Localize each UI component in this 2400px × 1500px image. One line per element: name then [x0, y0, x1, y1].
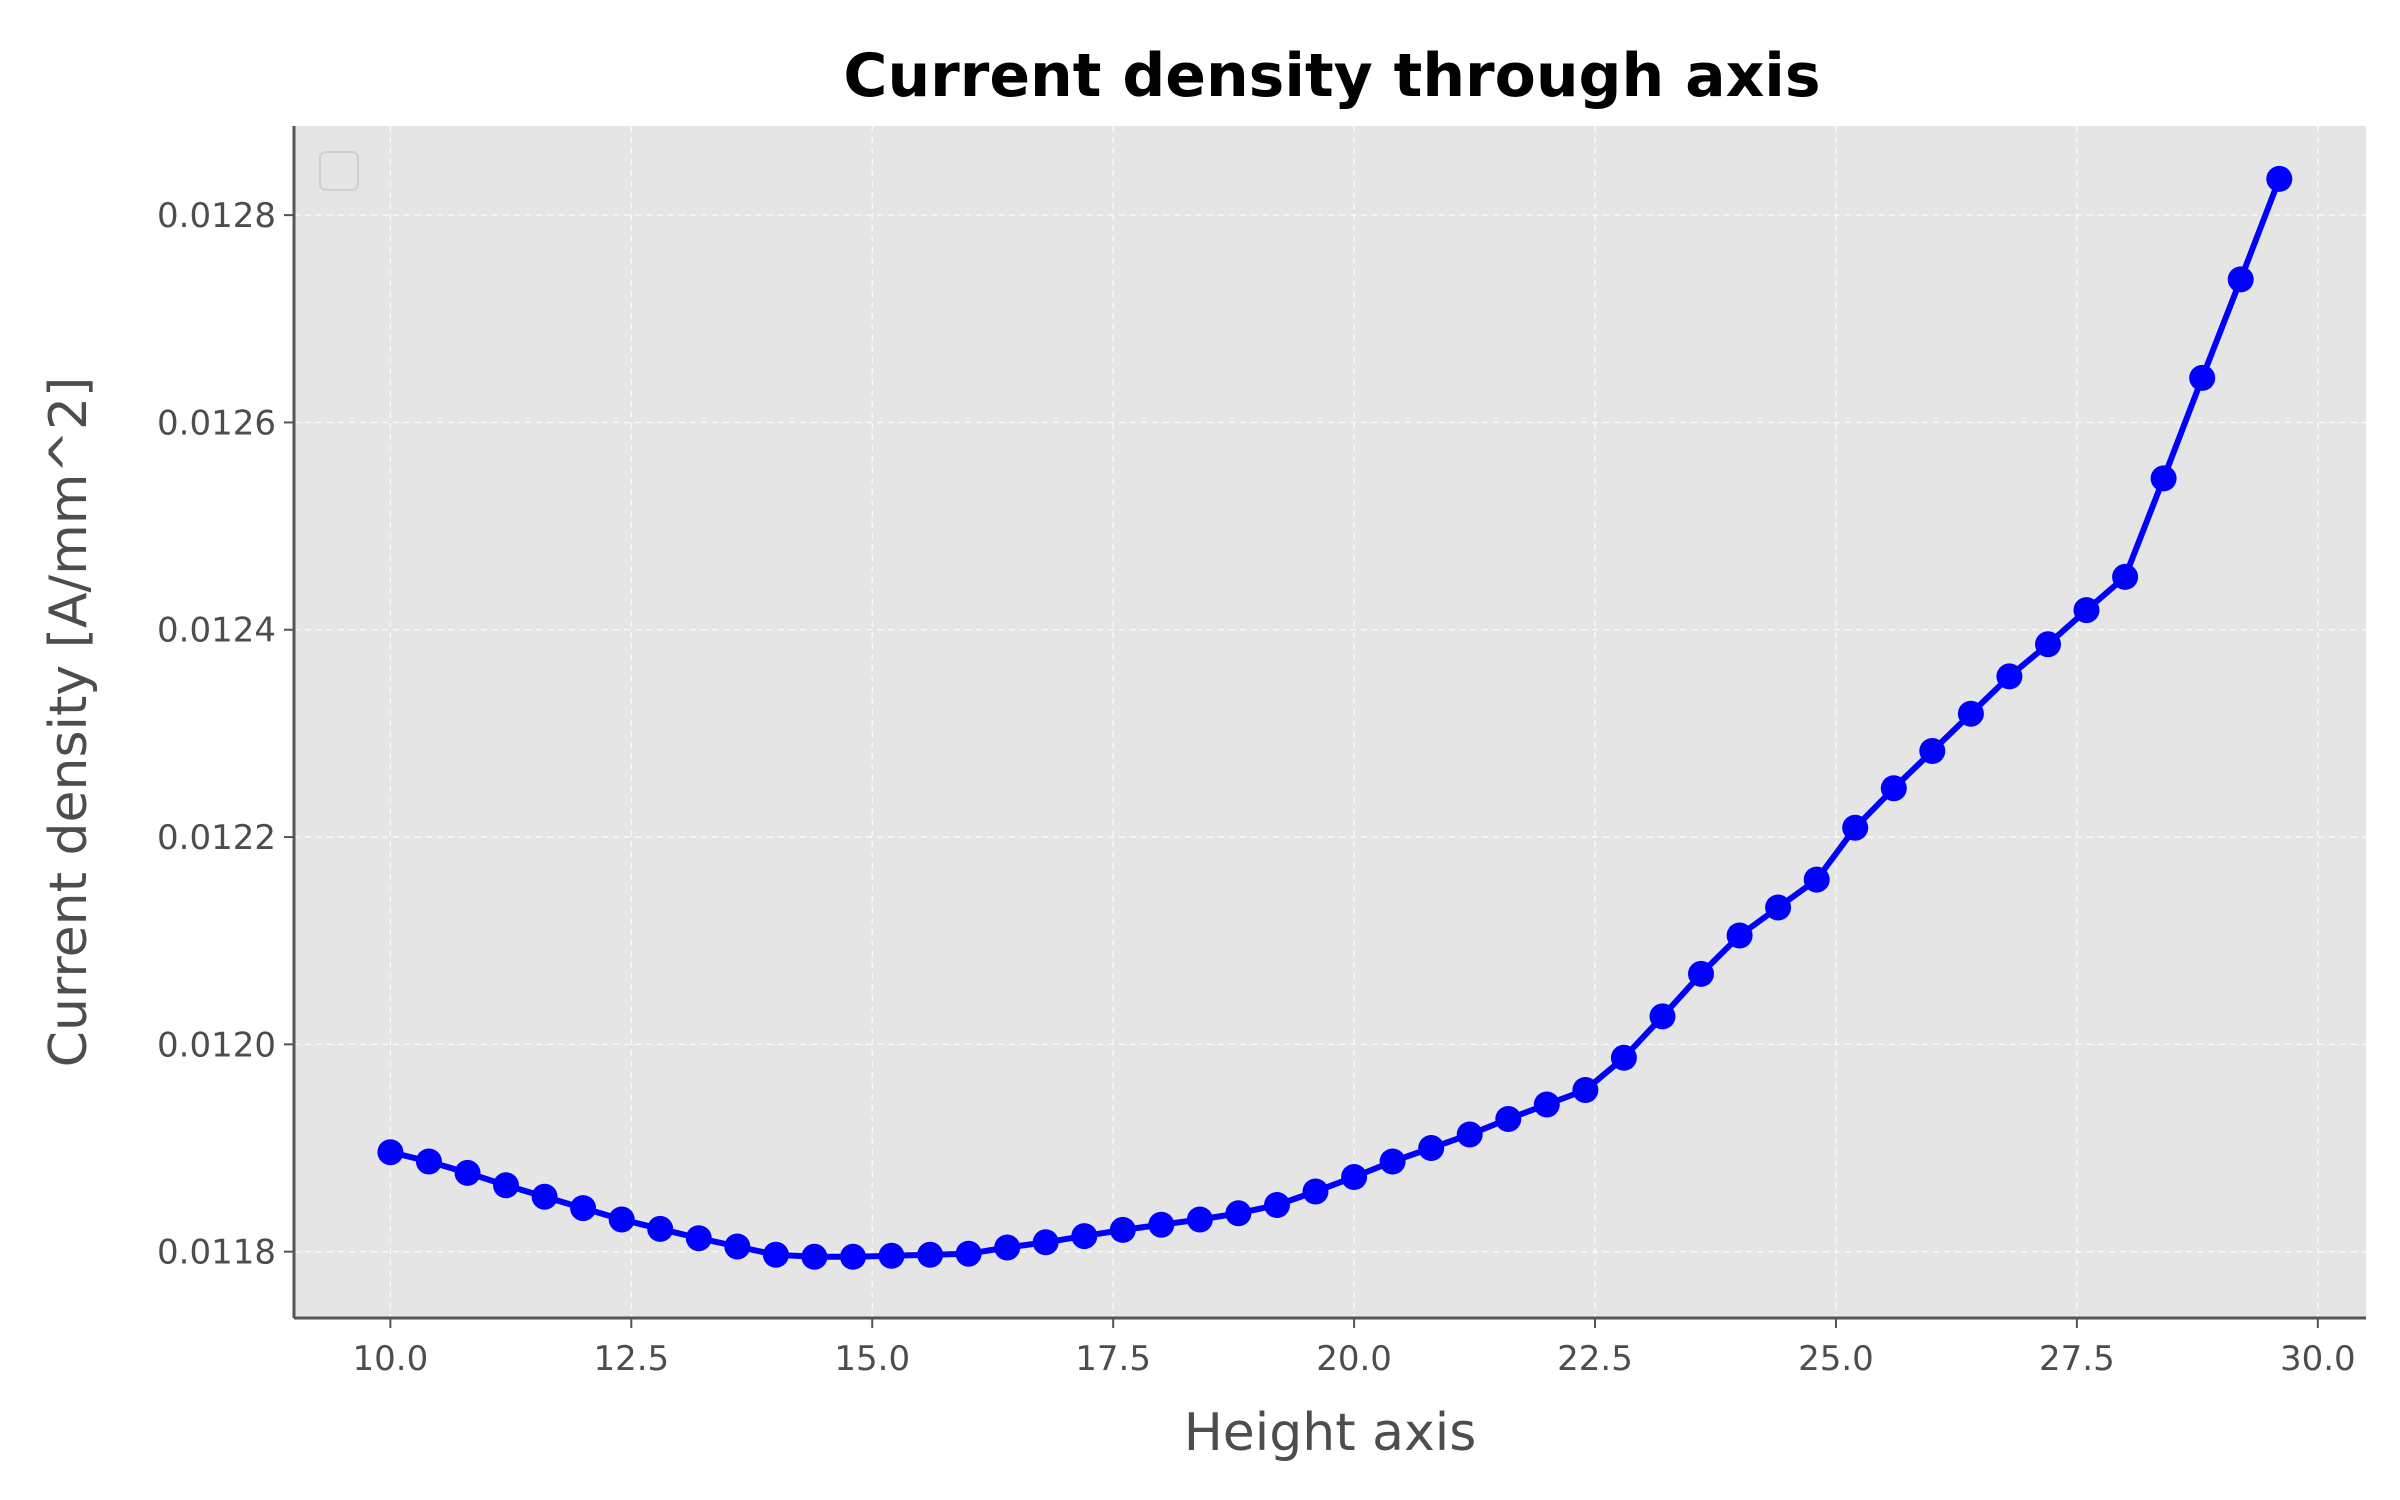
data-point: [493, 1172, 519, 1199]
data-point: [1533, 1091, 1560, 1118]
data-point: [1495, 1106, 1522, 1132]
x-tick-label: 25.0: [1798, 1339, 1874, 1379]
data-point: [377, 1139, 404, 1166]
x-tick-label: 15.0: [834, 1339, 910, 1379]
y-tick-label: 0.0120: [157, 1025, 276, 1065]
data-point: [1379, 1148, 1406, 1175]
y-axis-ticks: 0.0118 0.0120 0.0122 0.0124 0.0126 0.0128: [157, 196, 294, 1273]
data-point: [1996, 663, 2023, 690]
data-point: [1919, 738, 1946, 764]
plot-area: [294, 126, 2366, 1318]
chart-title: Current density through axis: [843, 41, 1820, 111]
x-axis-label: Height axis: [1184, 1403, 1477, 1463]
x-axis-ticks: 10.0 12.5 15.0 17.5 20.0 22.5 25.0 27.5 30.0: [353, 1318, 2356, 1379]
data-point: [454, 1159, 481, 1186]
y-tick-label: 0.0128: [157, 196, 276, 236]
data-point: [2227, 266, 2254, 293]
grid-lines: [294, 126, 2366, 1318]
x-tick-label: 27.5: [2039, 1339, 2115, 1379]
data-point: [840, 1243, 866, 1270]
data-point: [994, 1234, 1021, 1261]
data-point: [531, 1183, 558, 1210]
data-point: [762, 1241, 789, 1268]
data-point: [1842, 814, 1869, 841]
x-tick-label: 30.0: [2280, 1339, 2356, 1379]
data-point: [1649, 1003, 1676, 1030]
y-axis-label: Current density [A/mm^2]: [39, 377, 99, 1068]
data-point: [801, 1243, 828, 1270]
series-points: [377, 165, 2293, 1270]
x-tick-label: 12.5: [593, 1339, 669, 1379]
data-point: [1726, 922, 1753, 949]
data-point: [955, 1240, 982, 1267]
data-point: [1957, 700, 1984, 727]
data-point: [415, 1148, 442, 1175]
data-point: [1341, 1164, 1368, 1190]
data-point: [1071, 1223, 1098, 1250]
x-tick-label: 22.5: [1557, 1339, 1633, 1379]
data-point: [917, 1241, 944, 1268]
data-point: [2189, 364, 2216, 391]
x-tick-label: 10.0: [353, 1339, 429, 1379]
data-point: [2266, 165, 2293, 192]
data-point: [2112, 563, 2139, 590]
data-point: [1264, 1192, 1290, 1218]
data-point: [1148, 1211, 1175, 1238]
data-point: [1032, 1229, 1059, 1256]
x-tick-label: 17.5: [1075, 1339, 1151, 1379]
data-point: [685, 1225, 712, 1252]
data-point: [1418, 1135, 1445, 1161]
data-point: [1688, 960, 1714, 987]
x-tick-label: 20.0: [1316, 1339, 1392, 1379]
y-tick-label: 0.0118: [157, 1233, 276, 1273]
data-point: [1765, 894, 1792, 921]
data-point: [1225, 1200, 1252, 1227]
data-point: [2035, 631, 2061, 658]
data-point: [608, 1206, 635, 1233]
data-point: [570, 1195, 597, 1222]
data-point: [1880, 775, 1907, 802]
data-point: [1186, 1206, 1213, 1233]
y-tick-label: 0.0122: [157, 818, 276, 858]
data-point: [878, 1242, 905, 1269]
y-tick-label: 0.0126: [157, 403, 276, 443]
data-point: [724, 1233, 751, 1260]
data-point: [647, 1215, 674, 1242]
data-point: [1109, 1216, 1136, 1243]
data-point: [1302, 1178, 1329, 1205]
data-point: [1610, 1044, 1637, 1071]
data-point: [1456, 1121, 1483, 1148]
y-tick-label: 0.0124: [157, 611, 276, 651]
legend-box: [319, 151, 359, 191]
data-point: [1572, 1077, 1599, 1103]
data-point: [2073, 597, 2100, 624]
data-point: [1803, 866, 1830, 893]
data-point: [2150, 465, 2177, 492]
